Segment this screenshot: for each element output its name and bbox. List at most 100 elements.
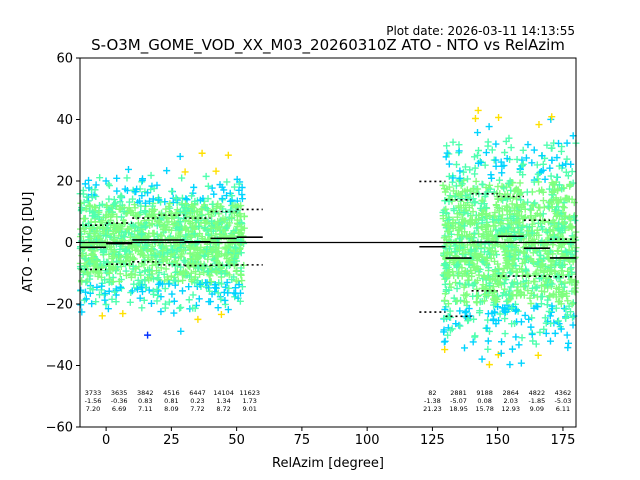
scatter-point [224, 306, 232, 314]
scatter-point [479, 281, 487, 289]
scatter-point [458, 264, 466, 272]
scatter-point [551, 207, 559, 215]
scatter-point [548, 179, 556, 187]
scatter-point [204, 195, 212, 203]
scatter-point [456, 167, 464, 175]
scatter-point [220, 288, 228, 296]
bin-mean-label: 0.83 [138, 397, 152, 405]
scatter-point [524, 141, 532, 149]
scatter-point [212, 257, 220, 265]
scatter-point [508, 200, 516, 208]
scatter-point [506, 269, 514, 277]
scatter-point [94, 272, 102, 280]
scatter-point [191, 251, 199, 259]
scatter-point [222, 283, 230, 291]
scatter-point [129, 254, 137, 262]
scatter-point [224, 151, 232, 159]
bin-std-label: 21.23 [423, 405, 442, 413]
bin-mean-label: -1.85 [528, 397, 545, 405]
bin-mean-label: -5.03 [555, 397, 572, 405]
scatter-point [571, 288, 579, 296]
scatter-point [147, 247, 155, 255]
scatter-point [566, 308, 574, 316]
scatter-point [439, 215, 447, 223]
scatter-point [223, 178, 231, 186]
scatter-point [177, 263, 185, 271]
scatter-point [188, 276, 196, 284]
scatter-point [461, 222, 469, 230]
scatter-point [440, 314, 448, 322]
scatter-point [553, 247, 561, 255]
scatter-point [148, 211, 156, 219]
scatter-point [168, 187, 176, 195]
scatter-point [461, 267, 469, 275]
scatter-point [502, 137, 510, 145]
scatter-point [520, 291, 528, 299]
scatter-point [102, 267, 110, 275]
scatter-point [215, 250, 223, 258]
scatter-point [473, 243, 481, 251]
scatter-point [105, 278, 113, 286]
scatter-point [233, 206, 241, 214]
scatter-point [153, 181, 161, 189]
scatter-point [123, 225, 131, 233]
scatter-point [533, 161, 541, 169]
scatter-point [517, 359, 525, 367]
scatter-point [144, 189, 152, 197]
scatter-point [485, 264, 493, 272]
scatter-point [148, 220, 156, 228]
scatter-point [512, 262, 520, 270]
bin-count-label: 4822 [529, 389, 546, 397]
scatter-point [231, 284, 239, 292]
scatter-point [101, 276, 109, 284]
scatter-point [543, 141, 551, 149]
scatter-point [508, 243, 516, 251]
scatter-point [195, 223, 203, 231]
scatter-point [445, 150, 453, 158]
scatter-point [216, 260, 224, 268]
scatter-point [517, 288, 525, 296]
scatter-point [195, 295, 203, 303]
scatter-point [182, 225, 190, 233]
scatter-point [504, 223, 512, 231]
scatter-point [533, 231, 541, 239]
scatter-point [140, 244, 148, 252]
scatter-point [524, 279, 532, 287]
scatter-point [90, 240, 98, 248]
scatter-point [540, 255, 548, 263]
scatter-point [536, 169, 544, 177]
scatter-point [113, 174, 121, 182]
scatter-point [512, 268, 520, 276]
scatter-point [211, 238, 219, 246]
scatter-point [562, 305, 570, 313]
scatter-point [465, 261, 473, 269]
scatter-point [569, 258, 577, 266]
scatter-point [85, 176, 93, 184]
scatter-point [480, 200, 488, 208]
scatter-point [567, 264, 575, 272]
scatter-point [555, 139, 563, 147]
scatter-point [122, 271, 130, 279]
scatter-point [553, 154, 561, 162]
scatter-point [138, 230, 146, 238]
scatter-point [185, 283, 193, 291]
scatter-point [103, 202, 111, 210]
scatter-point [449, 224, 457, 232]
scatter-point [149, 202, 157, 210]
scatter-point [159, 257, 167, 265]
scatter-point [472, 177, 480, 185]
scatter-point [157, 210, 165, 218]
scatter-point [237, 249, 245, 257]
scatter-point [492, 140, 500, 148]
scatter-point [238, 277, 246, 285]
scatter-point [521, 249, 529, 257]
scatter-point [77, 207, 85, 215]
bin-count-label: 11623 [239, 389, 260, 397]
scatter-point [145, 232, 153, 240]
scatter-point [517, 318, 525, 326]
scatter-point [141, 208, 149, 216]
scatter-point [81, 227, 89, 235]
scatter-point [535, 187, 543, 195]
y-axis-ticks: −60 −40 −20 0 20 40 60 [46, 52, 80, 436]
scatter-point [216, 181, 224, 189]
